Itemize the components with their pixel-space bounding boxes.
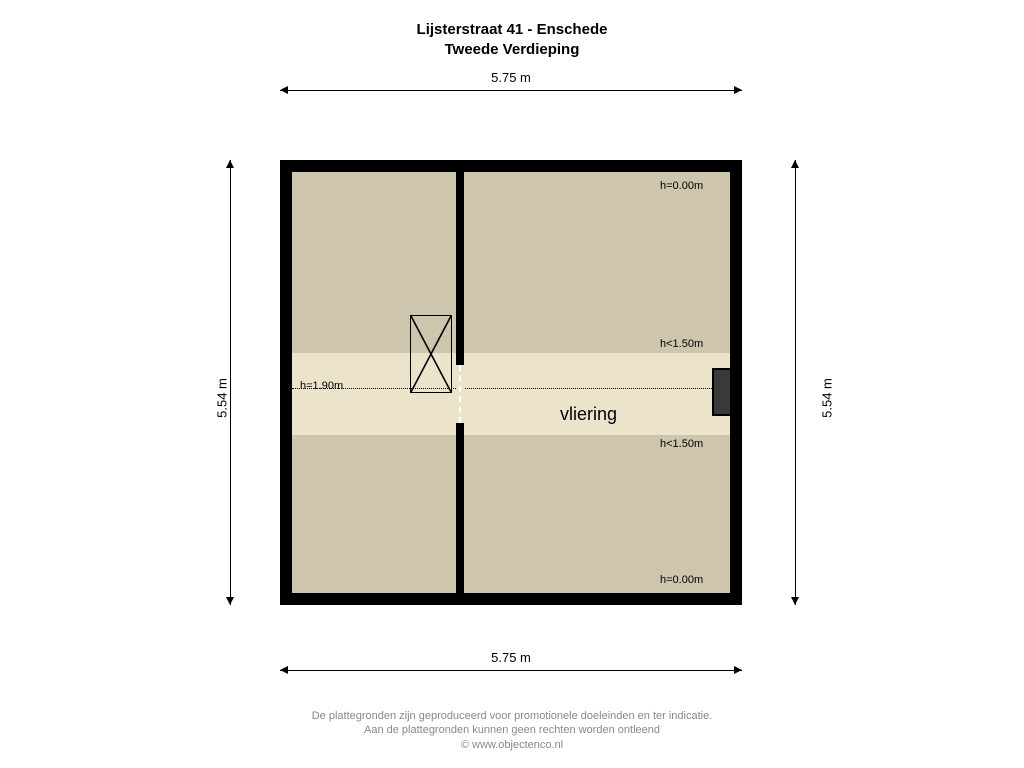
dimension-label-top: 5.75 m (491, 70, 531, 85)
footer-block: De plattegronden zijn geproduceerd voor … (0, 709, 1024, 752)
dimension-bar-left (230, 160, 231, 605)
dimension-bar-top (280, 90, 742, 91)
dimension-bar-bottom (280, 670, 742, 671)
footer-line-1: De plattegronden zijn geproduceerd voor … (0, 709, 1024, 723)
dimension-bar-right (795, 160, 796, 605)
dimension-label-bottom: 5.75 m (491, 650, 531, 665)
height-label: h<1.50m (660, 338, 703, 350)
title-line-1: Lijsterstraat 41 - Enschede (0, 20, 1024, 40)
footer-line-3: © www.objectenco.nl (0, 738, 1024, 752)
footer-line-2: Aan de plattegronden kunnen geen rechten… (0, 723, 1024, 737)
height-label: h<1.50m (660, 438, 703, 450)
dimension-label-left: 5.54 m (214, 378, 229, 418)
floor-plan: vliering h=0.00m h<1.50m h<1.50m h=0.00m h=1… (280, 160, 742, 605)
height-label: h=1.90m (300, 380, 343, 392)
height-label: h=0.00m (660, 574, 703, 586)
title-line-2: Tweede Verdieping (0, 40, 1024, 60)
title-block: Lijsterstraat 41 - Enschede Tweede Verdi… (0, 20, 1024, 59)
room-name-vliering: vliering (560, 404, 617, 425)
dimension-label-right: 5.54 m (819, 378, 834, 418)
height-label: h=0.00m (660, 180, 703, 192)
outer-wall (280, 160, 742, 605)
